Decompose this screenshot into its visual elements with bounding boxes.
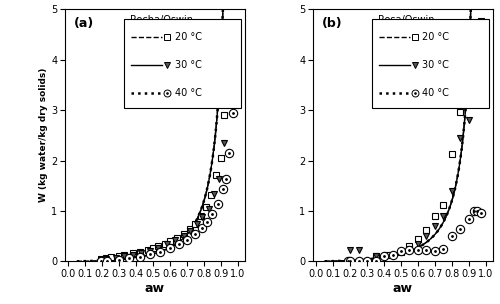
Text: 20 °C: 20 °C: [422, 32, 450, 42]
X-axis label: aw: aw: [145, 282, 165, 295]
Text: 30 °C: 30 °C: [422, 60, 450, 70]
Text: 30 °C: 30 °C: [174, 60, 202, 70]
Text: Rocha/Oswin: Rocha/Oswin: [130, 16, 192, 26]
Y-axis label: W (kg water/kg dry solids): W (kg water/kg dry solids): [40, 68, 48, 202]
Text: Rosa/Oswin: Rosa/Oswin: [378, 16, 434, 26]
Text: 40 °C: 40 °C: [422, 88, 450, 98]
Text: 20 °C: 20 °C: [174, 32, 202, 42]
Text: (a): (a): [74, 17, 94, 30]
Text: 40 °C: 40 °C: [174, 88, 202, 98]
Text: (b): (b): [322, 17, 342, 30]
FancyBboxPatch shape: [124, 19, 241, 108]
X-axis label: aw: aw: [392, 282, 412, 295]
FancyBboxPatch shape: [372, 19, 489, 108]
